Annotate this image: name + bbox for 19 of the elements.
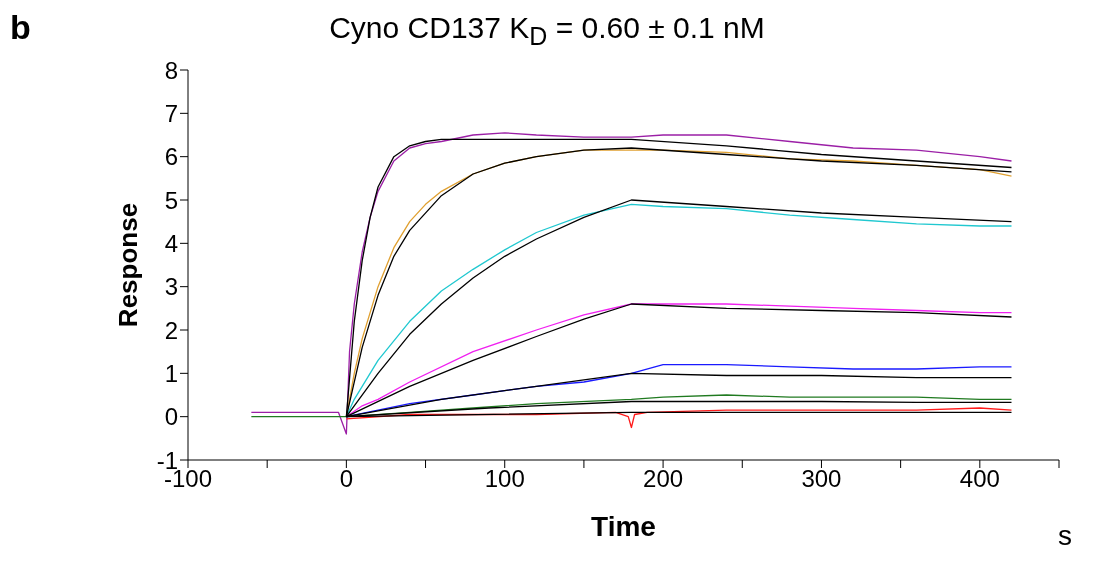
x-tick-label: 0	[339, 465, 354, 493]
text: b	[10, 8, 31, 47]
y-tick-label: 5	[164, 186, 178, 214]
y-tick-label: 7	[164, 99, 178, 127]
x-tick-label: 300	[801, 465, 842, 493]
y-tick-label: 1	[164, 359, 178, 387]
y-tick-label: 6	[164, 143, 178, 171]
y-tick-label: 4	[164, 229, 178, 257]
y-tick-label: 3	[164, 273, 178, 301]
x-axis-title: Time	[591, 511, 656, 542]
text: s	[1058, 520, 1072, 552]
y-axis-title: Response	[113, 202, 144, 328]
x-tick-label: 100	[484, 465, 525, 493]
y-tick-label: 0	[164, 403, 178, 431]
y-tick-label: 8	[164, 56, 178, 84]
x-tick-label: 200	[643, 465, 684, 493]
chart-title: Cyno CD137 K$_{D}$ = 0.60 ± 0.1 nM	[329, 11, 765, 50]
y-tick-label: 2	[164, 316, 178, 344]
x-tick-label: 400	[959, 465, 1000, 493]
